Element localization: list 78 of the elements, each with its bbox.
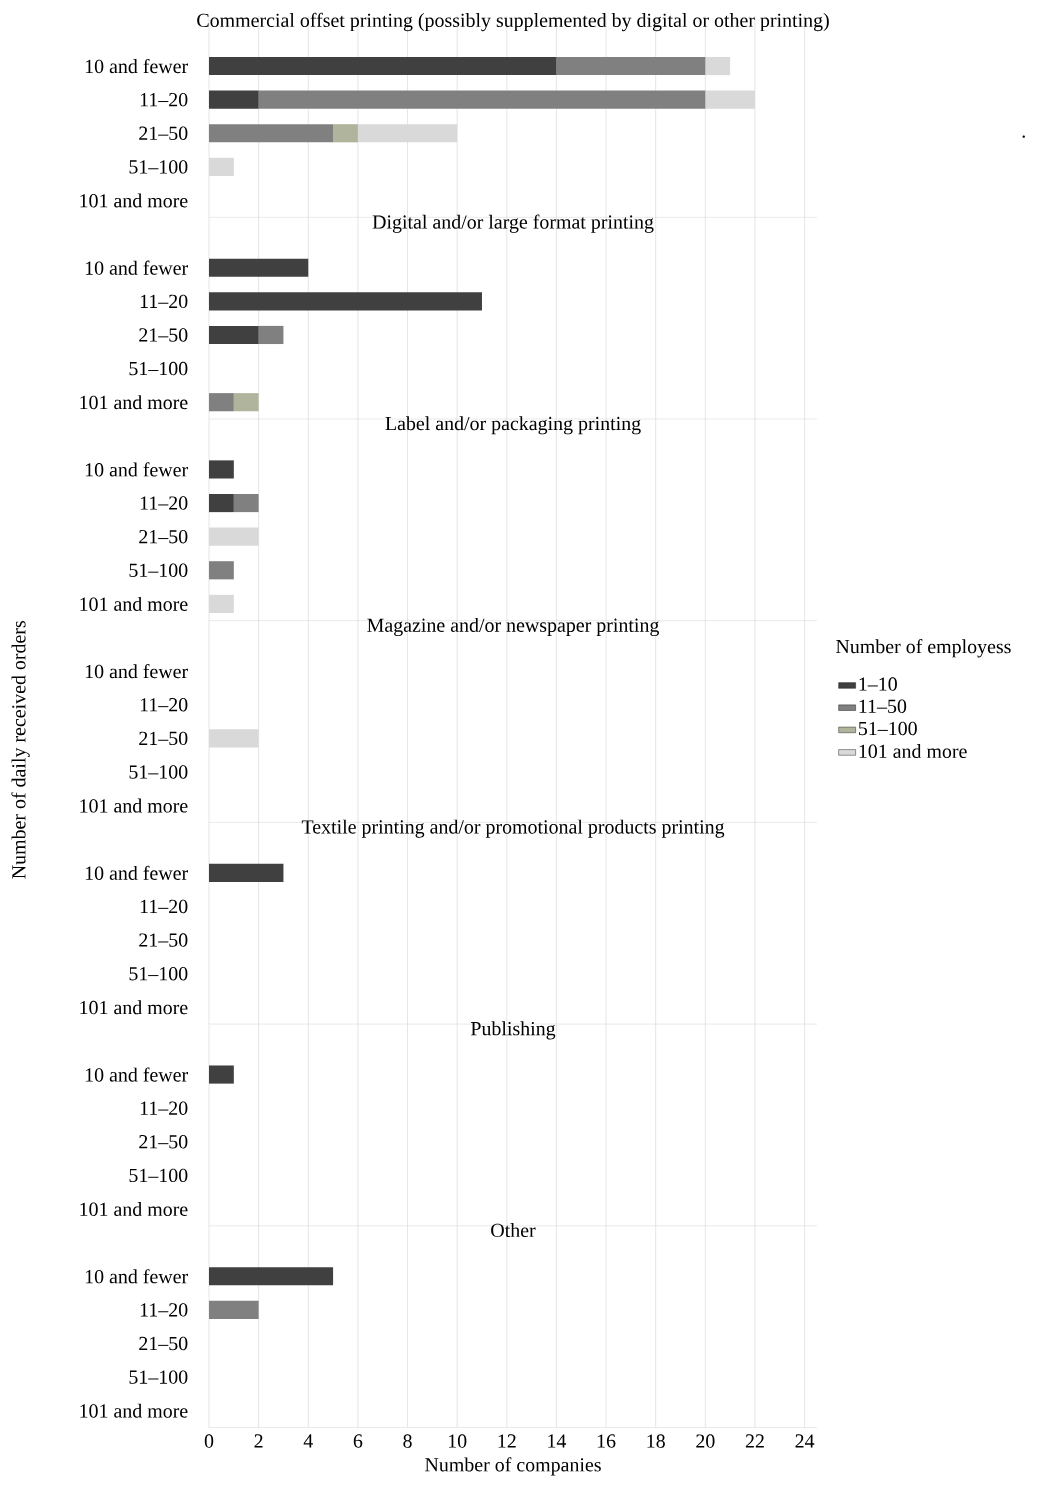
x-tick-label: 10 [448,1434,467,1448]
y-tick-label: 101 and more [80,193,188,208]
x-tick-label: 14 [548,1434,567,1448]
x-tick-label: 4 [303,1434,313,1448]
legend-title: Number of employess [836,639,1011,658]
y-tick-label: 11–20 [140,698,188,712]
x-tick-label: 8 [403,1434,412,1448]
chart-title: Commercial offset printing (possibly supplemented by digital or other printing) [197,12,829,32]
y-tick-label: 10 and fewer [85,865,188,880]
legend-label: 11–50 [859,699,907,714]
bar [209,56,557,76]
y-tick-label: 11–20 [140,1101,188,1115]
y-tick-label: 10 and fewer [85,462,188,477]
bar [357,124,458,143]
y-tick-label: 11–20 [140,899,188,914]
y-tick-label: 21–50 [139,1135,188,1149]
y-tick-label: 101 and more [80,596,188,611]
y-tick-label: 51–100 [129,765,188,779]
y-tick-label: 51–100 [129,563,188,577]
bar [705,90,755,109]
y-tick-label: 101 and more [80,1202,188,1217]
bar [209,90,259,109]
bar [258,90,706,109]
bar [209,393,234,412]
chart-title: Textile printing and/or promotional products printing [301,819,725,838]
y-tick-label: 21–50 [139,933,188,947]
chart-title: Digital and/or large format printing [372,214,654,233]
y-tick-label: 10 and fewer [85,58,188,74]
y-tick-label: 11–20 [140,496,188,510]
bar [209,325,259,345]
y-tick-label: 11–20 [140,92,188,107]
y-tick-label: 21–50 [139,126,188,140]
y-tick-label: 21–50 [139,529,188,544]
x-axis-title: Number of companies [425,1457,601,1476]
x-tick-label: 22 [745,1434,764,1448]
y-tick-label: 51–100 [129,361,188,376]
x-tick-label: 18 [647,1434,665,1448]
text: . [1022,135,1025,138]
x-tick-label: 16 [597,1434,616,1448]
x-tick-label: 24 [795,1434,815,1448]
x-tick-label: 12 [498,1434,516,1448]
y-tick-label: 21–50 [139,328,188,342]
bar [705,56,731,76]
legend-label: 1–10 [859,677,897,691]
chart-title: Magazine and/or newspaper printing [367,617,659,637]
x-tick-label: 2 [254,1434,263,1448]
y-tick-label: 101 and more [80,1000,188,1015]
bar [209,124,334,143]
y-tick-label: 10 and fewer [85,664,188,679]
y-tick-label: 11–20 [140,294,188,309]
y-tick-label: 51–100 [129,1168,188,1183]
y-tick-label: 51–100 [129,160,188,174]
y-tick-label: 101 and more [80,798,188,813]
bar [233,393,259,412]
y-tick-label: 21–50 [139,731,188,746]
bar [258,325,284,345]
y-tick-label: 10 and fewer [85,260,188,275]
y-tick-label: 51–100 [129,966,188,981]
bar [209,292,482,311]
chart-title: Label and/or packaging printing [385,416,641,435]
y-axis-title: Number of daily received orders [11,621,30,879]
y-tick-label: 101 and more [80,395,188,410]
bar [209,258,309,277]
y-tick-label: 51–100 [129,1370,188,1384]
legend-label: 51–100 [858,721,917,736]
y-tick-label: 21–50 [139,1336,188,1351]
y-tick-label: 10 and fewer [85,1067,188,1082]
legend-label: 101 and more [859,744,967,759]
x-tick-label: 6 [353,1434,363,1448]
chart-title: Publishing [470,1021,556,1040]
chart-title: Other [491,1223,536,1238]
x-tick-label: 0 [204,1434,214,1448]
y-tick-label: 10 and fewer [85,1269,188,1284]
bar [333,124,358,143]
y-tick-label: 11–20 [140,1303,188,1317]
bar [556,56,706,76]
x-tick-label: 20 [696,1434,715,1448]
y-tick-label: 101 and more [80,1403,188,1418]
